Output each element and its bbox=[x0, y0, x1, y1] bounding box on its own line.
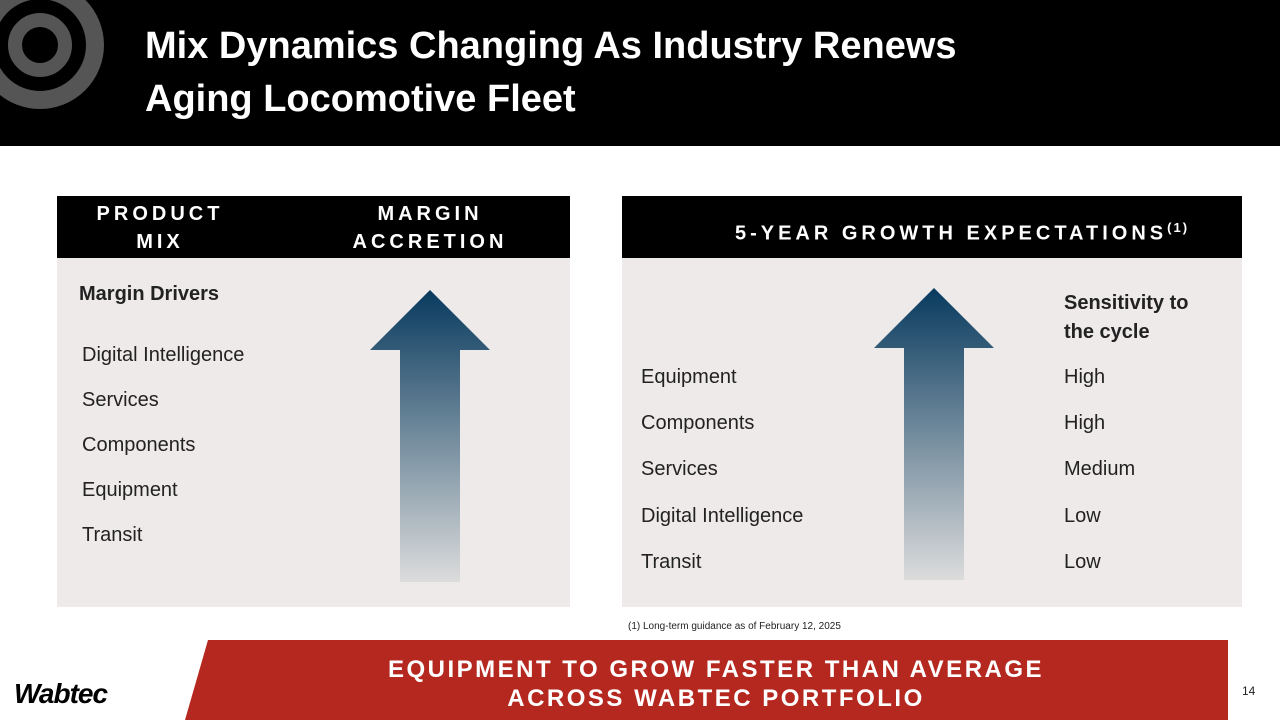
right-panel-header bbox=[622, 196, 1242, 258]
header-text: 5-YEAR GROWTH EXPECTATIONS bbox=[734, 222, 1168, 245]
segment-name: Equipment bbox=[641, 366, 737, 388]
header-note: (1) bbox=[1167, 220, 1190, 235]
banner-line: EQUIPMENT TO GROW FASTER THAN AVERAGE bbox=[387, 656, 1045, 683]
sensitivity-value: Medium bbox=[1064, 458, 1136, 481]
page-number: 14 bbox=[1242, 684, 1256, 698]
driver-item: Transit bbox=[82, 524, 143, 546]
segment-name: Digital Intelligence bbox=[641, 504, 804, 527]
right-col-header: MARGIN ACCRETION bbox=[330, 200, 530, 256]
growth-header: 5-YEAR GROWTH EXPECTATIONS(1) bbox=[622, 214, 1280, 248]
footnote: (1) Long-term guidance as of February 12… bbox=[628, 621, 841, 632]
driver-item: Components bbox=[82, 434, 196, 456]
up-arrow bbox=[874, 288, 994, 580]
driver-item: Services bbox=[82, 389, 159, 411]
left-panel-header bbox=[57, 196, 570, 258]
banner-text: EQUIPMENT TO GROW FASTER THAN AVERAGE AC… bbox=[310, 655, 1122, 713]
up-arrow bbox=[370, 290, 490, 582]
left-col-header: PRODUCT MIX bbox=[80, 200, 240, 256]
header-line: MARGIN bbox=[377, 203, 483, 225]
driver-item: Digital Intelligence bbox=[82, 344, 245, 366]
company-logo: Wabtec bbox=[14, 678, 108, 709]
segment-name: Transit bbox=[641, 550, 702, 573]
banner-line: ACROSS WABTEC PORTFOLIO bbox=[507, 685, 925, 712]
column-header-line: the cycle bbox=[1064, 321, 1150, 343]
panel-subtitle: Margin Drivers bbox=[79, 283, 220, 305]
slide-title: Mix Dynamics Changing As Industry Renews… bbox=[145, 20, 957, 126]
left-panel-body bbox=[57, 258, 570, 607]
sensitivity-value: Low bbox=[1064, 550, 1101, 573]
header-line: MIX bbox=[136, 231, 184, 253]
title-line: Mix Dynamics Changing As Industry Renews bbox=[145, 25, 957, 67]
header-line: ACCRETION bbox=[352, 231, 508, 253]
title-bar bbox=[0, 0, 1280, 146]
sensitivity-value: High bbox=[1064, 366, 1106, 388]
title-line: Aging Locomotive Fleet bbox=[145, 78, 576, 120]
driver-item: Equipment bbox=[82, 479, 178, 501]
segment-name: Components bbox=[641, 412, 755, 435]
column-header: Sensitivity to the cycle bbox=[1064, 289, 1188, 347]
sensitivity-value: High bbox=[1064, 412, 1106, 435]
header-line: PRODUCT bbox=[96, 203, 224, 225]
segment-name: Services bbox=[641, 458, 718, 481]
sensitivity-value: Low bbox=[1064, 504, 1101, 527]
logo-mark bbox=[0, 0, 104, 109]
column-header-line: Sensitivity to bbox=[1064, 292, 1189, 314]
